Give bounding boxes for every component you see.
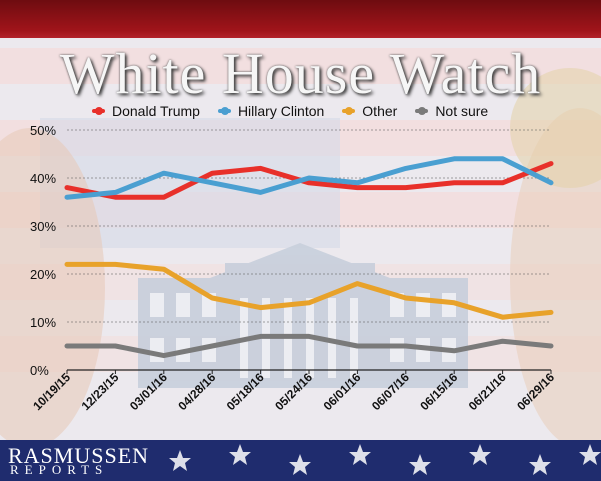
data-point [452, 156, 457, 161]
data-point [307, 300, 311, 305]
x-tick-label: 06/01/16 [321, 370, 364, 413]
data-point [258, 305, 263, 310]
data-point [500, 180, 505, 185]
data-point [113, 344, 118, 348]
data-point [549, 310, 553, 315]
x-tick-label: 06/21/16 [466, 370, 509, 413]
series-line-3 [64, 333, 554, 359]
legend-label-clinton: Hillary Clinton [237, 103, 325, 119]
x-tick-label: 03/01/16 [127, 370, 170, 413]
data-point [403, 344, 408, 348]
data-point [65, 262, 69, 267]
legend-item-trump: Donald Trump [92, 103, 200, 119]
series-line-2 [64, 261, 554, 320]
data-point [210, 180, 215, 185]
legend-label-notsure: Not sure [435, 103, 489, 119]
data-point [113, 190, 118, 195]
x-tick-label: 06/15/16 [417, 370, 460, 413]
data-point [403, 166, 408, 171]
data-point [113, 262, 118, 267]
data-point [161, 195, 166, 200]
data-point [210, 171, 215, 176]
y-tick-label: 20% [30, 267, 56, 282]
line-chart: 0%10%20%30%40%50%10/19/15 12/23/15 03/01/1… [30, 123, 557, 413]
data-point [549, 161, 553, 166]
legend-item-other: Other [342, 103, 397, 119]
legend-swatch-other [342, 107, 356, 115]
data-point [355, 281, 360, 286]
top-banner [0, 0, 601, 38]
data-point [65, 185, 69, 190]
x-tick-label: 06/29/16 [514, 370, 557, 413]
x-tick-label: 04/28/16 [175, 370, 218, 413]
data-point [403, 296, 408, 300]
data-point [500, 156, 505, 161]
legend-swatch-trump [92, 107, 105, 115]
data-point [403, 185, 408, 190]
data-point [355, 180, 360, 185]
x-tick-label: 12/23/15 [79, 370, 122, 413]
x-tick-label: 05/18/16 [224, 370, 267, 413]
data-point [307, 334, 311, 339]
data-point [355, 344, 360, 348]
data-point [113, 195, 118, 200]
data-point [500, 315, 505, 320]
logo-reports: REPORTS [10, 462, 109, 477]
data-point [161, 171, 166, 176]
legend-swatch-clinton [217, 107, 231, 115]
legend-label-other: Other [362, 103, 398, 119]
y-tick-label: 0% [30, 363, 49, 378]
legend-item-notsure: Not sure [415, 103, 488, 119]
data-point [258, 334, 263, 339]
data-point [258, 166, 263, 171]
data-point [452, 348, 457, 353]
data-point [500, 339, 505, 344]
y-tick-label: 50% [30, 123, 56, 138]
data-point [210, 344, 215, 348]
legend-label-trump: Donald Trump [112, 103, 200, 119]
data-point [161, 267, 166, 272]
data-point [210, 296, 215, 300]
data-point [307, 176, 311, 180]
y-tick-label: 40% [30, 171, 56, 186]
data-point [161, 353, 166, 358]
data-point [452, 180, 457, 185]
data-point [65, 344, 69, 348]
legend-item-clinton: Hillary Clinton [217, 103, 325, 119]
data-point [549, 180, 553, 185]
legend: Donald Trump Hillary Clinton Other Not s… [92, 103, 506, 119]
flag-background [0, 38, 601, 440]
x-tick-label: 05/24/16 [272, 370, 315, 413]
footer-stars [169, 444, 601, 475]
logo-rasmussen: RASMUSSEN [8, 443, 150, 468]
data-point [307, 180, 311, 185]
footer-bar [0, 440, 601, 481]
data-point [65, 195, 69, 200]
data-point [258, 190, 263, 195]
y-tick-label: 30% [30, 219, 56, 234]
legend-swatch-notsure [415, 107, 429, 115]
data-point [355, 185, 360, 190]
data-point [452, 300, 457, 305]
data-point [549, 344, 553, 348]
chart-title: White House Watch [59, 41, 542, 106]
x-tick-label: 06/07/16 [369, 370, 412, 413]
y-tick-label: 10% [30, 315, 56, 330]
